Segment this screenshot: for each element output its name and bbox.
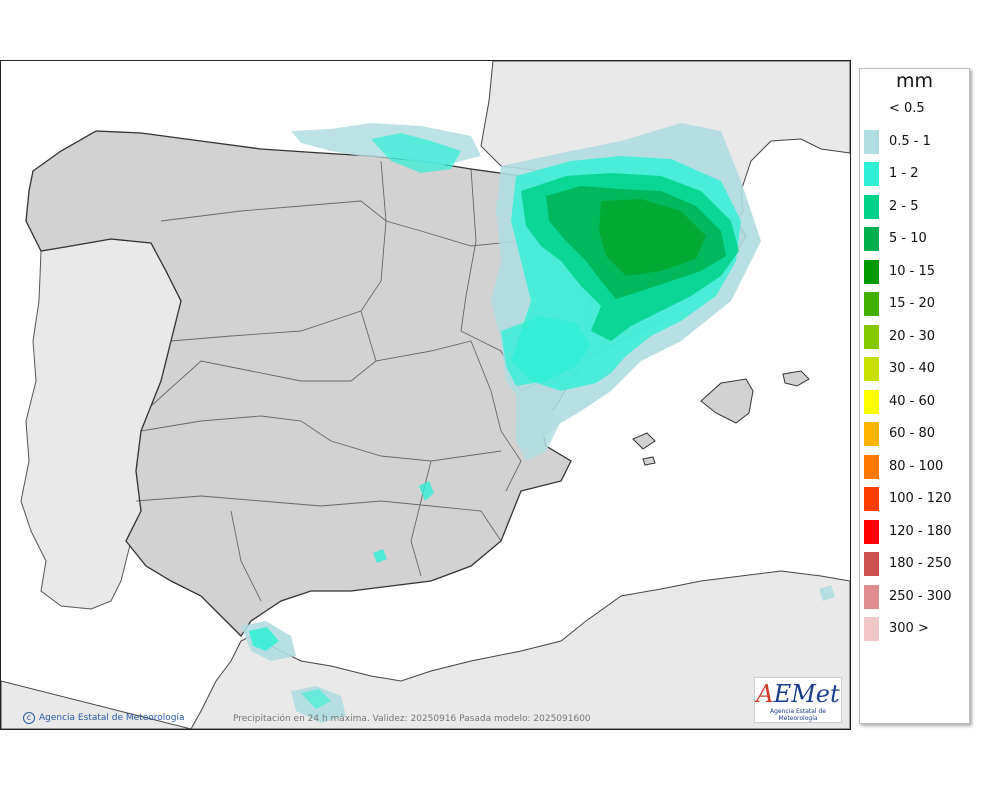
precip-ne-darkgreen: [546, 186, 726, 299]
precip-granada-cyan: [419, 481, 434, 501]
legend-item: 250 - 300: [864, 584, 964, 609]
precip-south-dot: [373, 549, 387, 563]
legend-item: 80 - 100: [864, 454, 964, 479]
legend-label: < 0.5: [889, 101, 925, 116]
legend-label: 60 - 80: [889, 426, 936, 441]
legend-swatch: [864, 519, 879, 544]
legend-swatch: [864, 357, 879, 381]
legend-label: 80 - 100: [889, 458, 944, 474]
legend-swatch: [864, 162, 879, 186]
menorca: [782, 370, 810, 387]
legend-swatch: [864, 552, 879, 576]
legend-label: 250 - 300: [889, 588, 952, 604]
precip-gibraltar-cyan: [249, 627, 279, 651]
legend-swatch: [864, 129, 879, 154]
legend-swatch: [864, 422, 879, 446]
legend-label: 5 - 10: [889, 231, 927, 246]
legend-item: 100 - 120: [864, 487, 964, 511]
map-canvas: [1, 61, 850, 729]
legend-swatch: [864, 454, 879, 479]
legend-unit: mm: [895, 70, 934, 92]
aemet-logo: AEMet Agencia Estatal de Meteorología: [754, 677, 842, 723]
legend-label: 20 - 30: [889, 328, 936, 344]
aemet-logo-mark: AEMet: [756, 680, 840, 708]
legend-label: 1 - 2: [889, 166, 919, 181]
precip-east-cyan: [501, 316, 591, 386]
legend-label: 10 - 15: [889, 263, 936, 279]
legend-label: 300 >: [889, 621, 929, 636]
precipitation-map: c Agencia Estatal de Meteorología Precipi…: [0, 60, 851, 730]
legend-label: 2 - 5: [889, 198, 919, 214]
legend-label: 100 - 120: [889, 491, 952, 506]
legend-item: 40 - 60: [864, 389, 964, 414]
legend-swatch: [864, 292, 879, 316]
legend-item: 30 - 40: [864, 357, 964, 381]
legend-item: 0.5 - 1: [864, 129, 964, 154]
legend-item: 300 >: [864, 617, 964, 641]
legend-item: 15 - 20: [864, 292, 964, 316]
precip-morocco-cyan: [301, 689, 331, 709]
legend-item: 20 - 30: [864, 324, 964, 349]
legend-item: 10 - 15: [864, 259, 964, 284]
legend-item: < 0.5: [864, 97, 964, 121]
formentera: [642, 456, 656, 466]
aemet-logo-sub: Agencia Estatal de Meteorología: [769, 708, 826, 722]
legend-swatch: [864, 389, 879, 414]
legend-label: 180 - 250: [889, 556, 952, 571]
legend-item: 1 - 2: [864, 162, 964, 186]
legend-swatch: [864, 487, 879, 511]
precipitation-legend: mm < 0.5 0.5 - 1 1 - 2 2 - 5 5 - 10 10 - 15 15…: [859, 68, 970, 724]
mallorca: [700, 378, 754, 424]
north-africa-land: [1, 570, 850, 729]
legend-swatch: [864, 259, 879, 284]
precip-cantabria-cyan: [371, 133, 461, 173]
legend-item: 180 - 250: [864, 552, 964, 576]
legend-swatch: [864, 227, 879, 251]
ibiza: [632, 432, 656, 450]
aemet-credit: c Agencia Estatal de Meteorología: [23, 712, 185, 724]
copyright-icon: c: [23, 712, 35, 724]
legend-label: 30 - 40: [889, 361, 936, 376]
legend-label: 120 - 180: [889, 523, 952, 539]
legend-swatch: [864, 97, 879, 121]
legend-swatch: [864, 584, 879, 609]
legend-swatch: [864, 194, 879, 219]
credit-text: Agencia Estatal de Meteorología: [39, 713, 185, 723]
map-caption: Precipitación en 24 h máxima. Validez: 2…: [233, 714, 591, 724]
legend-label: 40 - 60: [889, 393, 936, 409]
precip-ne-deep: [599, 199, 706, 276]
precip-algeria: [819, 585, 835, 601]
legend-label: 15 - 20: [889, 296, 936, 311]
legend-item: 60 - 80: [864, 422, 964, 446]
legend-item: 120 - 180: [864, 519, 964, 544]
legend-swatch: [864, 617, 879, 641]
precip-valencia-light: [516, 391, 561, 461]
precip-overlay: [241, 123, 835, 723]
legend-label: 0.5 - 1: [889, 133, 931, 149]
legend-item: 2 - 5: [864, 194, 964, 219]
legend-swatch: [864, 324, 879, 349]
legend-item: 5 - 10: [864, 227, 964, 251]
